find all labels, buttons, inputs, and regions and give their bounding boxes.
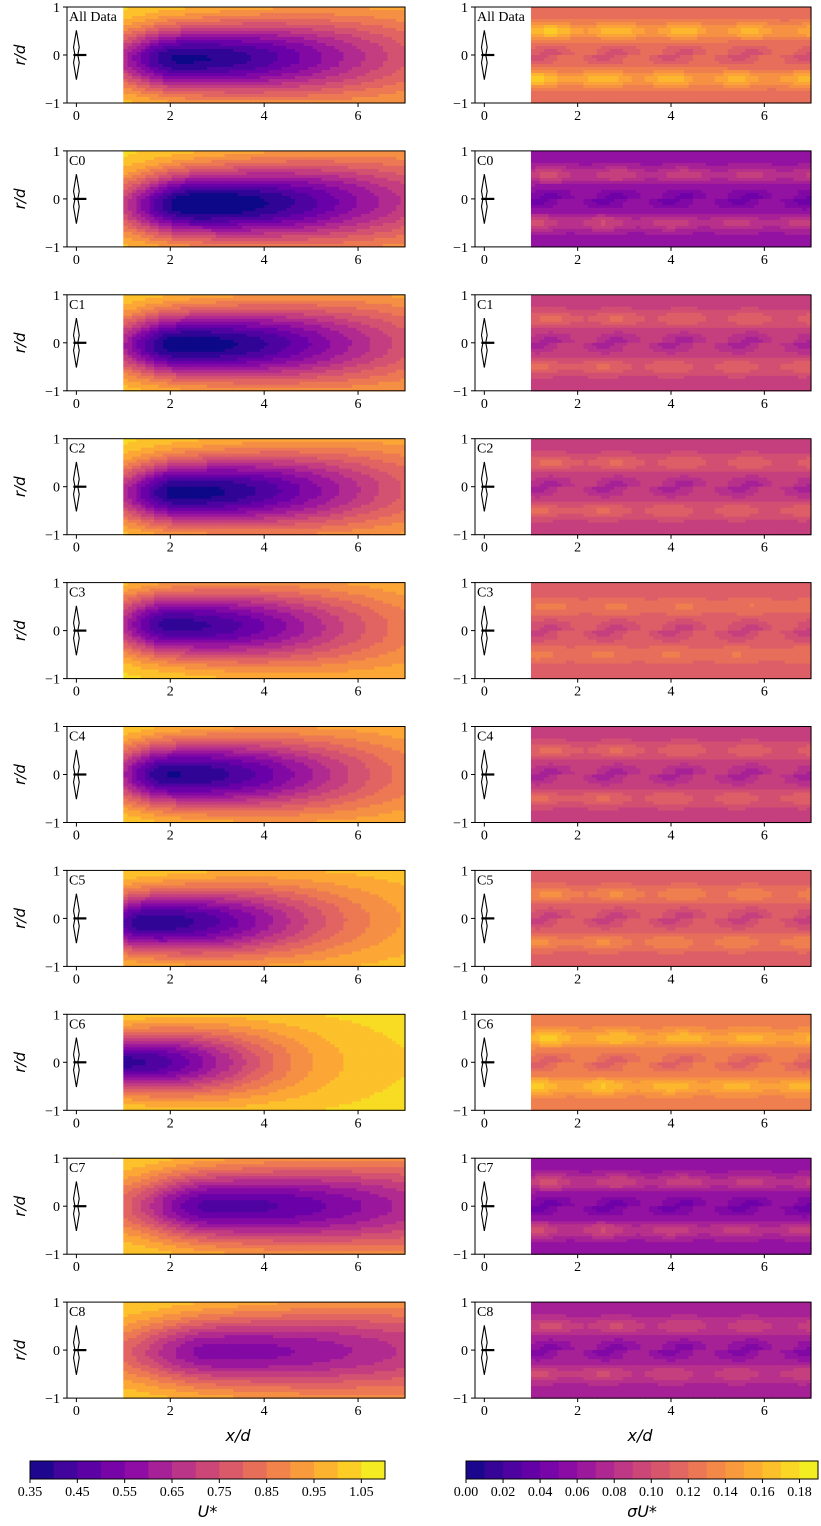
y-tick-label: −1: [45, 97, 60, 112]
x-tick-label: 4: [261, 109, 268, 124]
panel-label: All Data: [69, 10, 118, 25]
x-tick-label: 2: [167, 109, 174, 124]
x-tick-label: 6: [355, 109, 362, 124]
y-axis-label: r/d: [11, 44, 29, 65]
y-tick-label: 0: [53, 49, 60, 64]
x-tick-label: 0: [73, 109, 80, 124]
u-panel-0: All Data 0 2 4 6 −1 0 1 r/d: [11, 1, 406, 124]
y-tick-label: 1: [53, 1, 60, 16]
sigma-panel-0: All Data0 2 4 6−101: [453, 1, 812, 124]
